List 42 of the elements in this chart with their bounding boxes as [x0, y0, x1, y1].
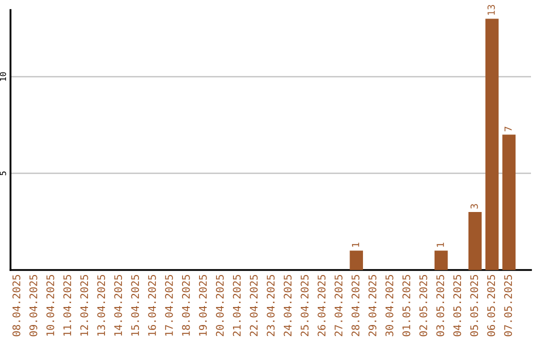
bar [485, 18, 499, 270]
x-tick-label: 26.04.2025 [318, 275, 326, 336]
x-tick-label: 08.04.2025 [12, 275, 20, 336]
data-label: 1 [436, 242, 444, 247]
x-tick-label: 01.05.2025 [402, 275, 410, 336]
x-tick-label: 17.04.2025 [165, 275, 173, 336]
x-tick-label: 06.05.2025 [487, 275, 496, 336]
data-label: 3 [470, 204, 478, 209]
y-tick-label: 10 [0, 72, 6, 81]
x-tick-label: 13.04.2025 [97, 275, 106, 336]
data-label: 13 [488, 4, 495, 15]
x-tick-label: 18.04.2025 [182, 275, 190, 336]
bar [350, 250, 363, 270]
x-tick-label: 25.04.2025 [300, 275, 309, 336]
bar [502, 134, 516, 270]
x-tick-label: 02.05.2025 [419, 275, 428, 336]
x-tick-label: 20.04.2025 [216, 275, 224, 336]
x-tick-label: 21.04.2025 [232, 275, 241, 336]
x-tick-label: 16.04.2025 [148, 275, 156, 336]
x-tick-label: 22.04.2025 [250, 275, 258, 336]
x-tick-label: 30.04.2025 [385, 275, 394, 336]
bar [468, 212, 482, 270]
bar [434, 250, 448, 270]
data-label: 1 [352, 242, 360, 247]
x-tick-label: 14.04.2025 [114, 275, 122, 336]
x-tick-label: 28.04.2025 [352, 275, 360, 336]
x-tick-label: 12.04.2025 [80, 275, 88, 336]
x-tick-label: 29.04.2025 [368, 275, 376, 336]
data-label: 7 [504, 126, 512, 132]
x-tick-label: 07.05.2025 [504, 275, 512, 336]
x-tick-label: 10.04.2025 [46, 275, 54, 336]
x-tick-label: 05.05.2025 [470, 275, 478, 336]
x-tick-label: 11.04.2025 [63, 275, 72, 336]
x-tick-label: 23.04.2025 [266, 275, 275, 336]
y-tick-label: 5 [0, 172, 6, 176]
x-tick-label: 03.05.2025 [436, 275, 444, 336]
x-tick-label: 09.04.2025 [29, 275, 38, 336]
x-tick-label: 04.05.2025 [453, 275, 462, 336]
x-tick-label: 24.04.2025 [284, 275, 292, 336]
x-tick-label: 27.04.2025 [334, 275, 342, 336]
x-tick-label: 19.04.2025 [198, 275, 207, 336]
x-tick-label: 15.04.2025 [131, 275, 140, 336]
